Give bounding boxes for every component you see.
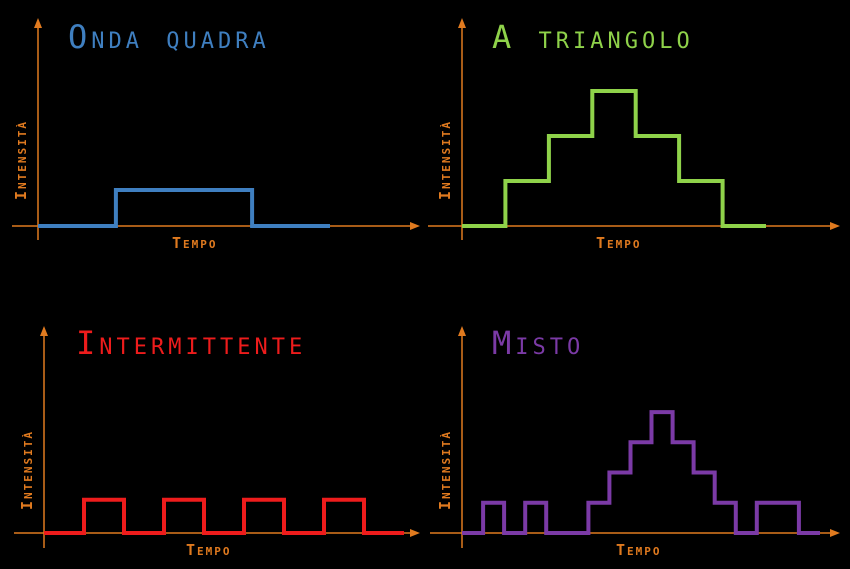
panel-a-triangolo: A triangolo Intensità Tempo [428,18,840,252]
x-axis-label-intermittente: Tempo [186,541,232,559]
panel-onda-quadra: Onda quadra Intensità Tempo [12,18,420,252]
x-axis-arrow-intermittente [410,529,420,537]
panel-title-onda-quadra: Onda quadra [68,18,270,56]
y-axis-label-onda-quadra: Intensità [12,120,30,200]
panel-title-intermittente: Intermittente [76,324,306,362]
panel-intermittente: Intermittente Intensità Tempo [14,324,420,559]
y-axis-arrow-misto [458,326,466,336]
y-axis-arrow-intermittente [40,326,48,336]
x-axis-label-misto: Tempo [616,541,662,559]
waveform-onda-quadra [38,188,330,228]
panel-title-misto: Misto [492,324,584,362]
x-axis-label-onda-quadra: Tempo [172,234,218,252]
waveform-misto [462,410,820,535]
x-axis-label-a-triangolo: Tempo [596,234,642,252]
x-axis-arrow-onda-quadra [410,222,420,230]
y-axis-label-a-triangolo: Intensità [436,120,454,200]
panel-misto: Misto Intensità Tempo [430,324,840,559]
x-axis-arrow-misto [830,529,840,537]
y-axis-arrow-onda-quadra [34,18,42,28]
waveform-intermittente [44,497,404,535]
y-axis-arrow-a-triangolo [458,18,466,28]
y-axis-label-intermittente: Intensità [18,430,36,510]
x-axis-arrow-a-triangolo [830,222,840,230]
panel-title-a-triangolo: A triangolo [492,18,694,56]
y-axis-label-misto: Intensità [436,430,454,510]
waveform-a-triangolo [462,89,766,228]
